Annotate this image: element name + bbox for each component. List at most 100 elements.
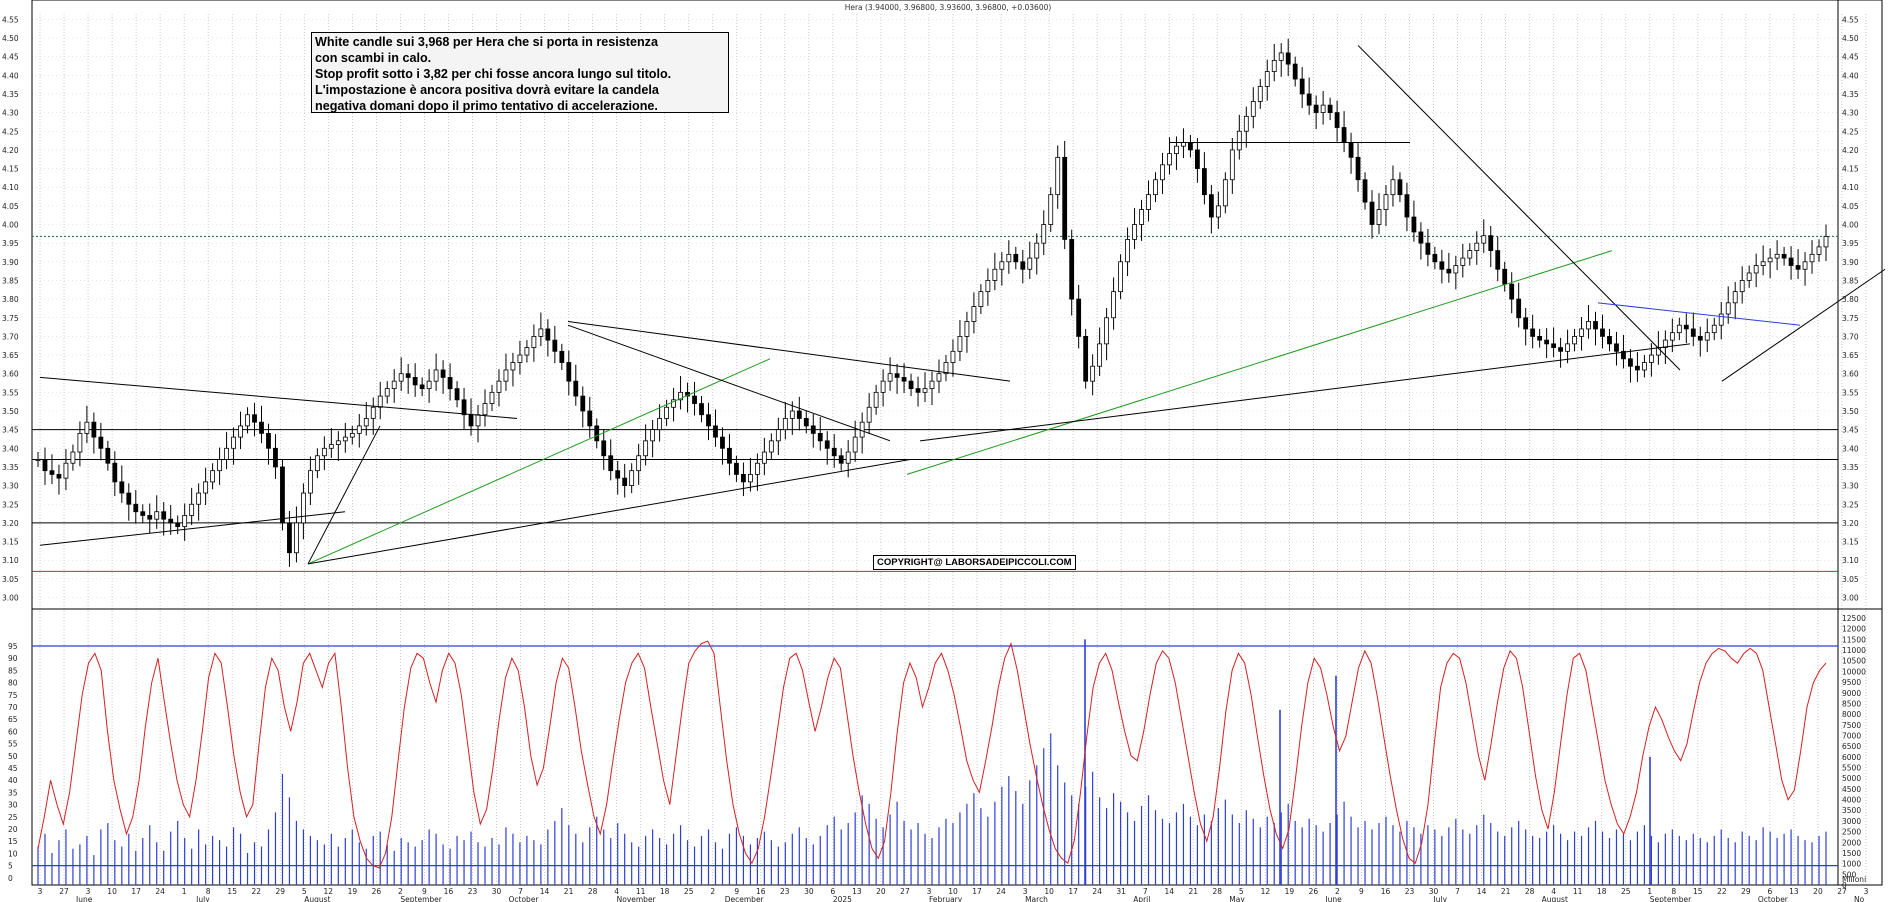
- x-month-tick-label: August: [1542, 895, 1568, 902]
- candle-body: [1767, 257, 1773, 263]
- candle-body: [321, 447, 327, 457]
- candle-body: [91, 421, 97, 438]
- candle-body: [1125, 239, 1130, 263]
- oscillator-tick-label: 10: [8, 849, 18, 858]
- candle-body: [1411, 216, 1417, 233]
- candle-body: [287, 522, 292, 554]
- candle-body: [845, 451, 851, 464]
- candle-body: [1816, 246, 1822, 255]
- y-tick-label-left: 3.30: [2, 482, 19, 491]
- candle-body: [1362, 179, 1368, 203]
- oscillator-tick-label: 95: [8, 642, 18, 651]
- x-day-tick-label: 14: [540, 887, 550, 896]
- y-tick-label-left: 3.70: [2, 332, 19, 341]
- x-day-tick-label: 6: [1768, 887, 1773, 896]
- candle-body: [307, 470, 313, 494]
- candle-body: [901, 377, 907, 382]
- candle-body: [803, 418, 809, 427]
- candle-body: [824, 440, 830, 449]
- candle-body: [524, 347, 530, 356]
- candle-body: [922, 388, 928, 393]
- x-day-tick-label: 16: [444, 887, 454, 896]
- candle-body: [580, 395, 586, 412]
- candle-body: [489, 391, 495, 404]
- candle-body: [985, 280, 991, 293]
- y-tick-label-left: 3.05: [2, 575, 19, 584]
- candle-body: [1201, 168, 1207, 196]
- horizontal-levels: [32, 235, 1838, 867]
- candle-body: [1069, 239, 1075, 300]
- candle-body: [838, 455, 844, 464]
- candle-body: [196, 492, 202, 505]
- x-day-tick-label: 14: [1164, 887, 1174, 896]
- x-day-tick-label: 5: [302, 887, 307, 896]
- candle-body: [1327, 104, 1333, 113]
- x-day-tick-label: 10: [948, 887, 958, 896]
- volume-tick-label: 4000: [1842, 796, 1861, 805]
- y-tick-label-right: 3.55: [1842, 388, 1859, 397]
- oscillator-tick-label: 40: [8, 776, 18, 785]
- y-tick-label-right: 3.50: [1842, 407, 1859, 416]
- x-day-tick-label: 15: [1693, 887, 1703, 896]
- candle-body: [1013, 253, 1019, 263]
- candle-body: [1502, 268, 1508, 285]
- candle-body: [1167, 153, 1172, 166]
- candle-body: [971, 306, 977, 322]
- candles: [35, 38, 1829, 567]
- candle-body: [1146, 194, 1151, 210]
- candle-body: [1565, 343, 1570, 352]
- y-tick-label-left: 4.10: [2, 183, 19, 192]
- oscillator-tick-label: 70: [8, 703, 18, 712]
- candle-body: [105, 447, 111, 464]
- candle-body: [349, 432, 355, 438]
- candle-body: [1732, 291, 1738, 304]
- candle-body: [133, 503, 139, 513]
- x-day-tick-label: 3: [38, 887, 43, 896]
- copyright-label: COPYRIGHT@ LABORSADEIPICCOLI.COM: [873, 555, 1076, 570]
- candle-body: [1635, 365, 1640, 371]
- x-day-tick-label: 9: [422, 887, 427, 896]
- candle-body: [301, 492, 306, 524]
- candle-body: [1558, 347, 1563, 352]
- candle-body: [601, 440, 607, 457]
- y-tick-label-right: 3.90: [1842, 258, 1859, 267]
- candle-body: [503, 369, 509, 382]
- candle-body: [622, 477, 628, 487]
- candle-body: [720, 436, 725, 449]
- candle-body: [992, 268, 998, 281]
- candle-body: [426, 380, 432, 390]
- candle-body: [1446, 268, 1452, 274]
- candle-body: [1725, 302, 1731, 315]
- y-tick-label-left: 4.55: [2, 15, 19, 24]
- x-day-tick-label: 23: [1405, 887, 1415, 896]
- candle-body: [1781, 253, 1787, 259]
- candle-body: [754, 462, 760, 475]
- x-day-tick-label: 23: [468, 887, 478, 896]
- oscillator-tick-label: 60: [8, 727, 18, 736]
- candle-body: [1481, 235, 1487, 244]
- volume-tick-label: 10500: [1842, 657, 1866, 666]
- candle-body: [1292, 63, 1298, 80]
- x-month-tick-label: October: [509, 895, 540, 902]
- y-tick-label-left: 3.20: [2, 519, 19, 528]
- candle-body: [377, 395, 383, 408]
- y-tick-label-right: 3.70: [1842, 332, 1859, 341]
- candle-body: [943, 362, 949, 375]
- chart-title: Hera (3.94000, 3.96800, 3.93600, 3.96800…: [845, 3, 1052, 12]
- candle-body: [1600, 328, 1605, 337]
- candle-body: [552, 339, 558, 352]
- y-tick-label-left: 4.40: [2, 71, 19, 80]
- candle-body: [42, 459, 48, 472]
- volume-tick-label: 11500: [1842, 635, 1866, 644]
- y-tick-label-right: 4.25: [1842, 127, 1859, 136]
- x-month-tick-label: September: [1650, 895, 1692, 902]
- candle-body: [706, 414, 711, 427]
- y-tick-label-left: 3.90: [2, 258, 19, 267]
- y-tick-label-right: 3.95: [1842, 239, 1859, 248]
- y-tick-label-left: 3.80: [2, 295, 19, 304]
- x-day-tick-label: 13: [1789, 887, 1799, 896]
- candle-body: [1229, 149, 1235, 181]
- candle-body: [796, 410, 802, 419]
- candle-body: [713, 425, 718, 438]
- x-day-tick-label: 2: [1335, 887, 1340, 896]
